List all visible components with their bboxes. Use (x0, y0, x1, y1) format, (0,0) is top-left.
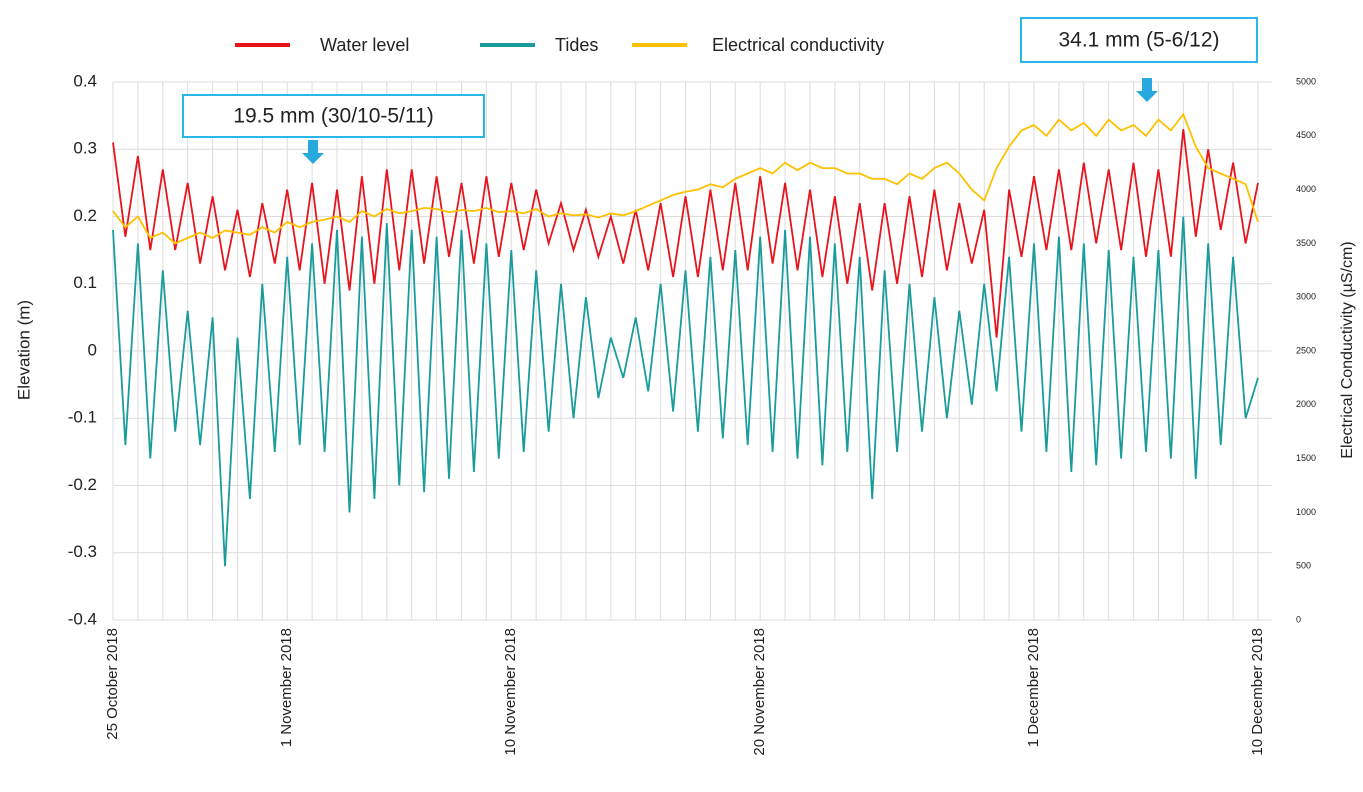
y2-axis-title: Electrical Conductivity (µS/cm) (1339, 241, 1356, 458)
annotation-text: 19.5 mm (30/10-5/11) (233, 105, 433, 128)
annotation-box (182, 94, 485, 138)
annotation-arrow (1136, 78, 1158, 102)
y2-tick-label: 3000 (1296, 292, 1316, 302)
legend-label: Tides (555, 35, 598, 55)
y-tick-label: 0 (88, 340, 97, 359)
y2-tick-label: 500 (1296, 561, 1311, 571)
y-tick-label: 0.1 (73, 273, 97, 292)
y-tick-label: -0.4 (68, 609, 97, 628)
annotation-arrow (302, 140, 324, 164)
y2-tick-label: 1500 (1296, 453, 1316, 463)
x-tick-label: 1 November 2018 (278, 628, 295, 747)
x-tick-label: 10 November 2018 (502, 628, 519, 756)
x-tick-label: 10 December 2018 (1249, 628, 1266, 756)
y-tick-label: 0.3 (73, 139, 97, 158)
annotation-text: 34.1 mm (5-6/12) (1058, 29, 1219, 52)
x-tick-label: 1 December 2018 (1025, 628, 1042, 747)
x-tick-label: 25 October 2018 (104, 628, 121, 740)
series-line (112, 216, 1259, 567)
y2-tick-label: 4500 (1296, 130, 1316, 140)
legend-label: Water level (320, 35, 409, 55)
y-tick-label: -0.3 (68, 542, 97, 561)
y2-tick-label: 5000 (1296, 76, 1316, 86)
y2-tick-label: 2000 (1296, 399, 1316, 409)
y-tick-label: 0.4 (73, 71, 97, 90)
annotation-box (1020, 17, 1258, 63)
y2-tick-label: 0 (1296, 614, 1301, 624)
y-tick-label: -0.2 (68, 475, 97, 494)
y-tick-label: 0.2 (73, 206, 97, 225)
y2-tick-label: 1000 (1296, 507, 1316, 517)
series-line (112, 112, 1259, 245)
y2-tick-label: 4000 (1296, 184, 1316, 194)
x-tick-label: 20 November 2018 (751, 628, 768, 756)
y-tick-label: -0.1 (68, 408, 97, 427)
y2-tick-label: 3500 (1296, 238, 1316, 248)
y2-tick-label: 2500 (1296, 345, 1316, 355)
legend-label: Electrical conductivity (712, 35, 884, 55)
y-axis-title: Elevation (m) (14, 300, 33, 400)
series-line (112, 128, 1259, 338)
